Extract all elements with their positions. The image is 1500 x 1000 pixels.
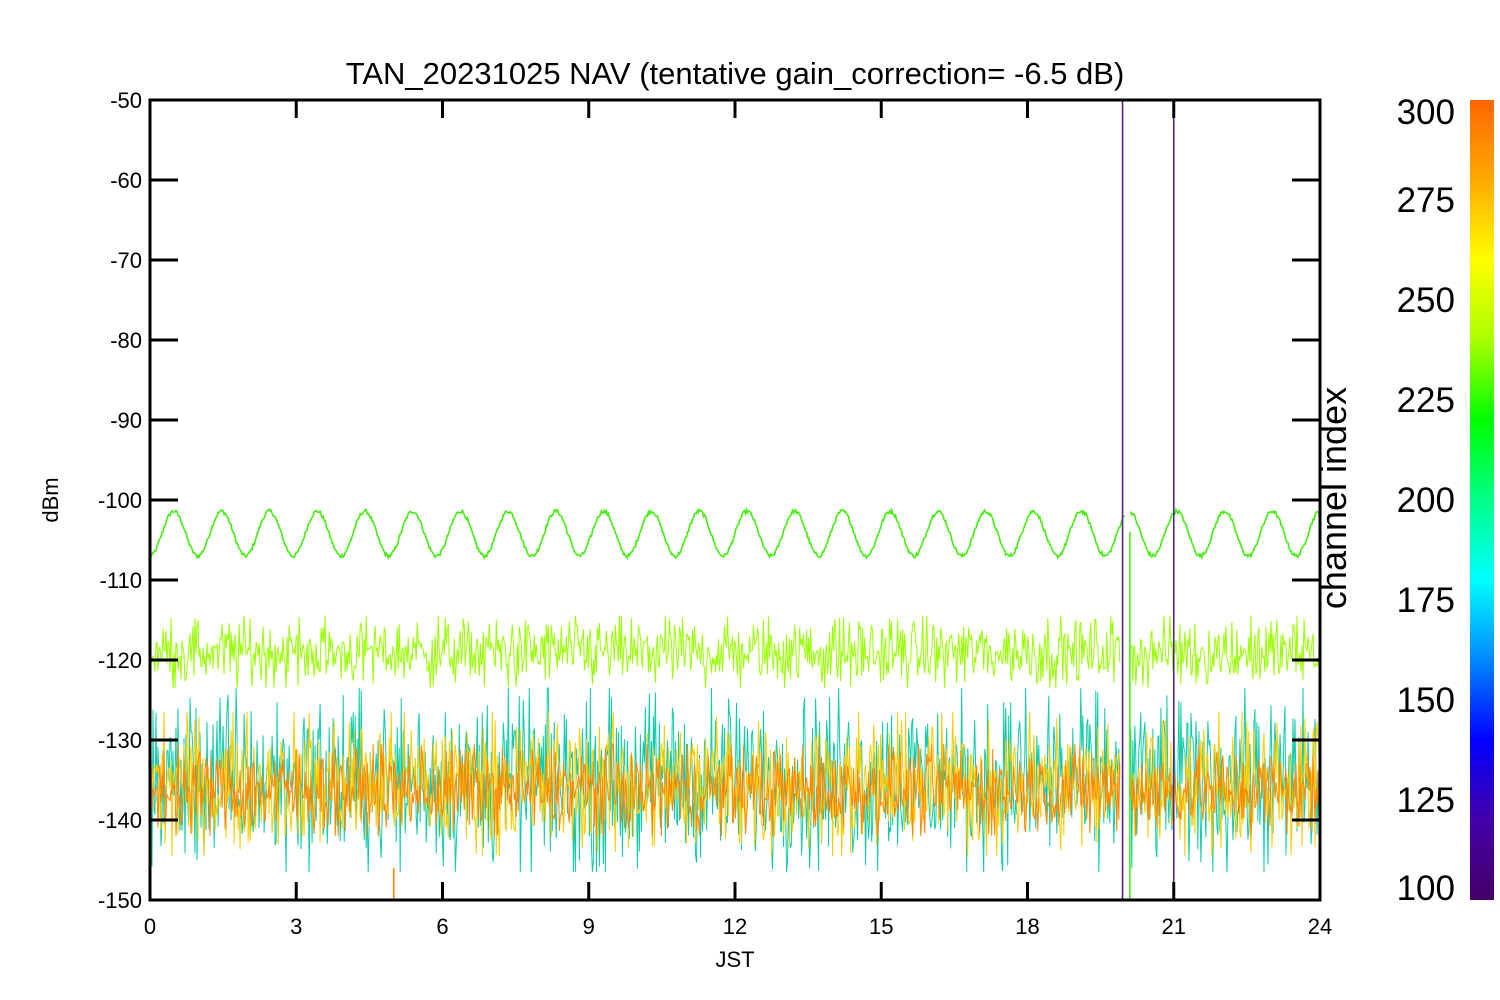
- x-axis-label: JST: [715, 947, 754, 972]
- plot-series-layer: [150, 506, 1320, 873]
- colorbar-title: channel index: [1313, 387, 1354, 609]
- chart-title: TAN_20231025 NAV (tentative gain_correct…: [346, 56, 1125, 91]
- colorbar-tick-label: 150: [1397, 681, 1455, 720]
- y-tick-label: -150: [98, 888, 142, 913]
- y-tick-label: -50: [110, 88, 142, 113]
- colorbar-tick-label: 300: [1397, 93, 1455, 132]
- series-line-channel-295: [150, 743, 1320, 837]
- y-axis-ticks: -50 -60 -70 -80 -90 -100 -110 -120 -130 -140 -150: [98, 88, 1320, 913]
- colorbar-tick-label: 250: [1397, 281, 1455, 320]
- y-tick-label: -70: [110, 248, 142, 273]
- x-tick-label: 12: [723, 914, 747, 939]
- y-tick-label: -60: [110, 168, 142, 193]
- colorbar: [1470, 100, 1494, 900]
- x-tick-label: 18: [1015, 914, 1039, 939]
- y-tick-label: -140: [98, 808, 142, 833]
- series-line-channel-240: [150, 506, 1320, 561]
- series-line-channel-260: [150, 615, 1320, 689]
- colorbar-tick-label: 125: [1397, 781, 1455, 820]
- x-tick-label: 6: [436, 914, 448, 939]
- colorbar-tick-label: 275: [1397, 181, 1455, 220]
- x-tick-label: 21: [1162, 914, 1186, 939]
- x-axis-ticks: 0 3 6 9 12 15 18 21 24: [144, 100, 1332, 939]
- colorbar-tick-label: 200: [1397, 481, 1455, 520]
- colorbar-ticks: 300 275 250 225 200 175 150 125 100: [1397, 93, 1455, 908]
- y-axis-label: dBm: [38, 477, 63, 522]
- x-tick-label: 9: [583, 914, 595, 939]
- x-tick-label: 15: [869, 914, 893, 939]
- y-tick-label: -110: [100, 568, 142, 593]
- colorbar-tick-label: 100: [1397, 869, 1455, 908]
- y-tick-label: -130: [98, 728, 142, 753]
- x-tick-label: 24: [1308, 914, 1332, 939]
- colorbar-tick-label: 225: [1397, 381, 1455, 420]
- colorbar-tick-label: 175: [1397, 581, 1455, 620]
- y-tick-label: -120: [98, 648, 142, 673]
- y-tick-label: -80: [110, 328, 142, 353]
- y-tick-label: -90: [110, 408, 142, 433]
- x-tick-label: 3: [290, 914, 302, 939]
- y-tick-label: -100: [98, 488, 142, 513]
- x-tick-label: 0: [144, 914, 156, 939]
- plot-spike-layer: [392, 100, 1175, 900]
- series-line-channel-175: [150, 687, 1320, 873]
